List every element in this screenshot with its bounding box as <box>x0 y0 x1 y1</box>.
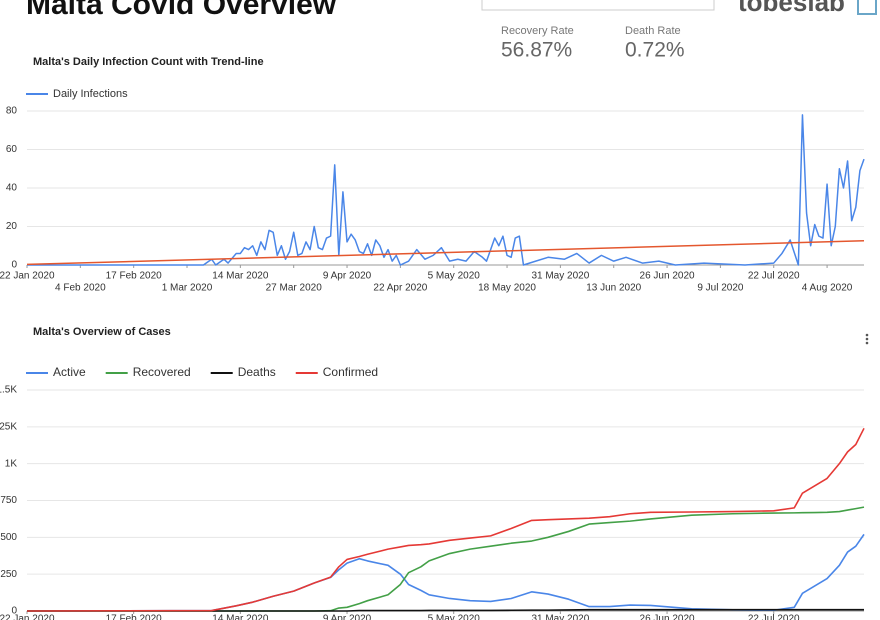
kpi-value: 56.87% <box>501 39 572 62</box>
x-tick-label: 31 May 2020 <box>531 614 589 620</box>
x-tick-label: 9 Jul 2020 <box>697 283 744 294</box>
y-tick-label: 40 <box>6 183 18 194</box>
kpi-label: Recovery Rate <box>501 25 574 37</box>
x-tick-label: 22 Apr 2020 <box>373 283 427 294</box>
legend-label: Confirmed <box>323 365 378 379</box>
y-tick-label: 20 <box>6 221 18 232</box>
menu-icon[interactable] <box>865 333 869 345</box>
legend-label: Active <box>53 365 86 379</box>
x-tick-label: 22 Jul 2020 <box>748 614 800 620</box>
x-tick-label: 26 Jun 2020 <box>640 271 695 282</box>
y-tick-label: 60 <box>6 144 18 155</box>
x-tick-label: 14 Mar 2020 <box>212 614 269 620</box>
x-tick-label: 22 Jan 2020 <box>0 271 55 282</box>
x-tick-label: 18 May 2020 <box>478 283 536 294</box>
x-tick-label: 9 Apr 2020 <box>323 271 372 282</box>
x-tick-label: 14 Mar 2020 <box>212 271 269 282</box>
legend-label: Recovered <box>133 365 191 379</box>
x-tick-label: 17 Feb 2020 <box>106 614 163 620</box>
x-tick-label: 4 Feb 2020 <box>55 283 106 294</box>
legend-label: Daily Infections <box>53 88 128 100</box>
legend-label: Deaths <box>238 365 276 379</box>
logo: tobeslab <box>738 0 845 17</box>
page-title: Malta Covid Overview <box>26 0 337 21</box>
series-line <box>27 114 865 266</box>
kpi-label: Death Rate <box>625 25 681 37</box>
y-tick-label: 0 <box>11 260 17 271</box>
y-tick-label: 750 <box>0 495 17 506</box>
y-tick-label: 500 <box>0 532 17 543</box>
x-tick-label: 31 May 2020 <box>531 271 589 282</box>
x-tick-label: 27 Mar 2020 <box>266 283 323 294</box>
y-tick-label: 1.5K <box>0 385 17 396</box>
series-line <box>27 506 865 612</box>
dropdown[interactable] <box>481 0 715 11</box>
y-tick-label: 80 <box>6 106 18 117</box>
x-tick-label: 17 Feb 2020 <box>106 271 163 282</box>
x-tick-label: 1 Mar 2020 <box>162 283 213 294</box>
chart-title: Malta's Overview of Cases <box>33 326 171 338</box>
series-line <box>27 608 864 612</box>
kpi-value: 0.72% <box>625 39 685 62</box>
logo-icon <box>857 0 877 15</box>
trend-line <box>26 240 865 266</box>
y-tick-label: 1K <box>5 458 18 469</box>
series-line <box>26 427 865 612</box>
x-tick-label: 26 Jun 2020 <box>640 614 695 620</box>
series-line <box>26 533 865 612</box>
x-tick-label: 22 Jul 2020 <box>748 271 800 282</box>
x-tick-label: 4 Aug 2020 <box>802 283 853 294</box>
x-tick-label: 13 Jun 2020 <box>586 283 641 294</box>
y-tick-label: 0 <box>11 606 17 617</box>
x-tick-label: 5 May 2020 <box>428 614 481 620</box>
x-tick-label: 22 Jan 2020 <box>0 614 55 620</box>
x-tick-label: 9 Apr 2020 <box>323 614 372 620</box>
x-tick-label: 5 May 2020 <box>428 271 481 282</box>
y-tick-label: 250 <box>0 569 17 580</box>
chart-title: Malta's Daily Infection Count with Trend… <box>33 56 264 68</box>
y-tick-label: 1.25K <box>0 421 17 432</box>
